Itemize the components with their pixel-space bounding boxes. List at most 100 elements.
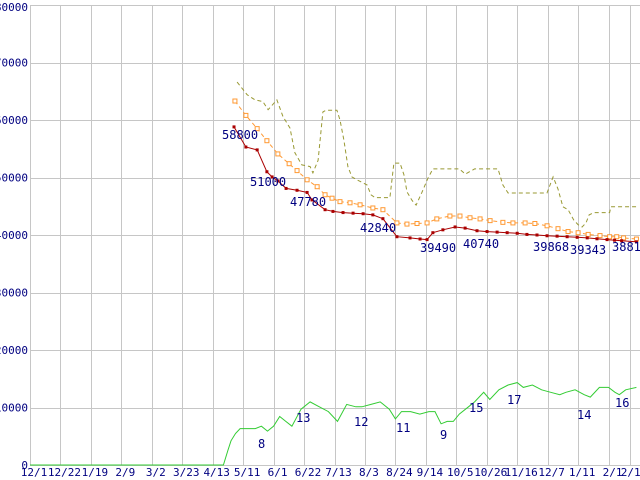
average-price-marker (457, 213, 463, 219)
average-price-marker (286, 161, 292, 167)
y-tick-label: 50000 (0, 172, 28, 185)
lowest-price-marker (295, 188, 299, 192)
average-price-marker (294, 168, 300, 174)
lowest-price-value-label: 42840 (360, 221, 396, 235)
lowest-price-marker (620, 239, 624, 243)
lowest-price-marker (555, 234, 559, 238)
average-price-marker (370, 205, 376, 211)
average-price-marker (275, 151, 281, 157)
highest-price-line (236, 81, 637, 228)
lowest-price-marker (431, 231, 435, 235)
average-price-marker (232, 98, 238, 104)
y-tick-label: 0 (21, 459, 28, 472)
store-count-value-label: 15 (469, 401, 483, 415)
point-labels: 58800 51000 47780 42840 39490 40740 39868 39343… (222, 128, 640, 451)
x-tick-label: 1/11 (569, 466, 596, 479)
lowest-price-marker (575, 235, 579, 239)
lowest-price-marker (425, 238, 429, 242)
lowest-price-marker (613, 238, 617, 242)
x-tick-label: 1/19 (82, 466, 109, 479)
x-tick-label: 12/1 (21, 466, 48, 479)
average-price-marker (575, 230, 581, 236)
lowest-price-marker (408, 236, 412, 240)
lowest-price-marker (418, 237, 422, 241)
average-price-marker (404, 221, 410, 227)
lowest-price-value-label: 40740 (463, 237, 499, 251)
x-tick-label: 12/22 (48, 466, 81, 479)
x-tick-label: 8/24 (386, 466, 413, 479)
lowest-price-marker (565, 235, 569, 239)
average-price-marker (544, 223, 550, 229)
average-price-marker (585, 231, 591, 237)
x-tick-label: 2/15 (621, 466, 640, 479)
average-price-marker (357, 202, 363, 208)
average-price-marker (522, 220, 528, 226)
x-tick-label: 3/23 (173, 466, 200, 479)
x-tick-label: 6/1 (268, 466, 288, 479)
lowest-price-marker (341, 211, 345, 215)
lowest-price-value-label: 39490 (420, 241, 456, 255)
lowest-price-marker (535, 233, 539, 237)
average-price-marker (243, 112, 249, 118)
lowest-price-marker (525, 232, 529, 236)
lowest-price-marker (545, 234, 549, 238)
lowest-price-marker (270, 175, 274, 179)
lowest-price-marker (595, 237, 599, 241)
average-price-marker (565, 229, 571, 235)
average-price-marker (447, 213, 453, 219)
store-count-value-label: 17 (507, 393, 521, 407)
lowest-price-marker (634, 240, 638, 244)
series-lowest-price (232, 125, 638, 244)
lowest-price-marker (475, 229, 479, 233)
y-tick-label: 20000 (0, 344, 28, 357)
lowest-price-value-label: 51000 (250, 175, 286, 189)
lowest-price-marker (265, 170, 269, 174)
lowest-price-marker (495, 230, 499, 234)
lowest-price-marker (255, 148, 259, 152)
lowest-price-value-label: 39343 (570, 243, 606, 257)
store-count-value-label: 12 (354, 415, 368, 429)
lowest-price-marker (515, 231, 519, 235)
lowest-price-marker (463, 226, 467, 230)
x-tick-label: 6/22 (295, 466, 322, 479)
lowest-price-value-label: 39868 (533, 240, 569, 254)
y-tick-label: 10000 (0, 402, 28, 415)
average-price-line (234, 100, 637, 240)
lowest-price-value-label: 47780 (290, 195, 326, 209)
lowest-price-marker (395, 235, 399, 239)
lowest-price-marker (232, 125, 236, 129)
lowest-price-marker (305, 190, 309, 194)
lowest-price-marker (453, 225, 457, 229)
y-tick-label: 40000 (0, 229, 28, 242)
store-count-value-label: 9 (440, 428, 447, 442)
lowest-price-marker (441, 228, 445, 232)
x-tick-label: 4/13 (203, 466, 230, 479)
average-price-marker (322, 192, 328, 198)
y-axis-labels: 0 10000 20000 30000 40000 50000 60000 70000 8000… (0, 1, 28, 472)
x-tick-label: 3/2 (146, 466, 166, 479)
average-price-marker (597, 233, 603, 239)
average-price-marker (607, 234, 613, 240)
lowest-price-marker (351, 211, 355, 215)
average-price-marker (477, 216, 483, 222)
x-tick-label: 2/1 (603, 466, 623, 479)
average-price-marker (500, 219, 506, 225)
lowest-price-marker (310, 198, 314, 202)
x-tick-label: 11/16 (505, 466, 538, 479)
x-tick-label: 12/7 (538, 466, 565, 479)
average-price-marker (621, 235, 627, 241)
store-count-value-label: 13 (296, 411, 310, 425)
x-tick-label: 2/9 (115, 466, 135, 479)
lowest-price-marker (276, 179, 280, 183)
average-price-marker (532, 221, 538, 226)
average-price-marker (394, 220, 400, 226)
x-tick-label: 10/26 (474, 466, 507, 479)
average-price-marker (380, 207, 386, 213)
lowest-price-marker (485, 230, 489, 234)
lowest-price-marker (284, 186, 288, 190)
y-tick-label: 80000 (0, 1, 28, 14)
average-price-marker (314, 184, 320, 190)
lowest-price-marker (361, 212, 365, 216)
average-price-marker (304, 177, 310, 183)
